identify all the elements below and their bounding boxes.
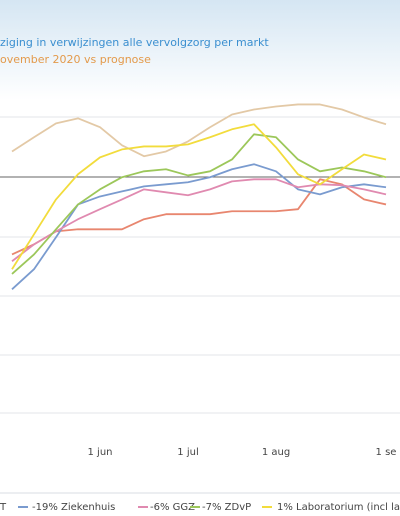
series-line bbox=[11, 133, 387, 275]
x-tick-label: 1 jun bbox=[88, 447, 113, 458]
series-line bbox=[11, 178, 387, 262]
legend-label: -7% ZDvP bbox=[202, 502, 251, 513]
legend-label: T bbox=[0, 502, 7, 513]
series-line bbox=[11, 163, 387, 291]
x-tick-label: 1 jul bbox=[177, 447, 198, 458]
legend-label: -6% GGZ bbox=[150, 502, 195, 513]
legend-label: -19% Ziekenhuis bbox=[32, 502, 115, 513]
x-tick-label: 1 aug bbox=[262, 447, 290, 458]
header-background bbox=[0, 0, 400, 100]
series-line bbox=[11, 103, 387, 158]
chart-title: ziging in verwijzingen alle vervolgzorg … bbox=[0, 36, 269, 49]
series-line bbox=[11, 178, 387, 256]
chart-subtitle: ovember 2020 vs prognose bbox=[0, 53, 151, 66]
x-tick-label: 1 se bbox=[376, 447, 397, 458]
series-line bbox=[11, 123, 387, 270]
legend-label: 1% Laboratorium (incl lab z bbox=[277, 502, 400, 513]
